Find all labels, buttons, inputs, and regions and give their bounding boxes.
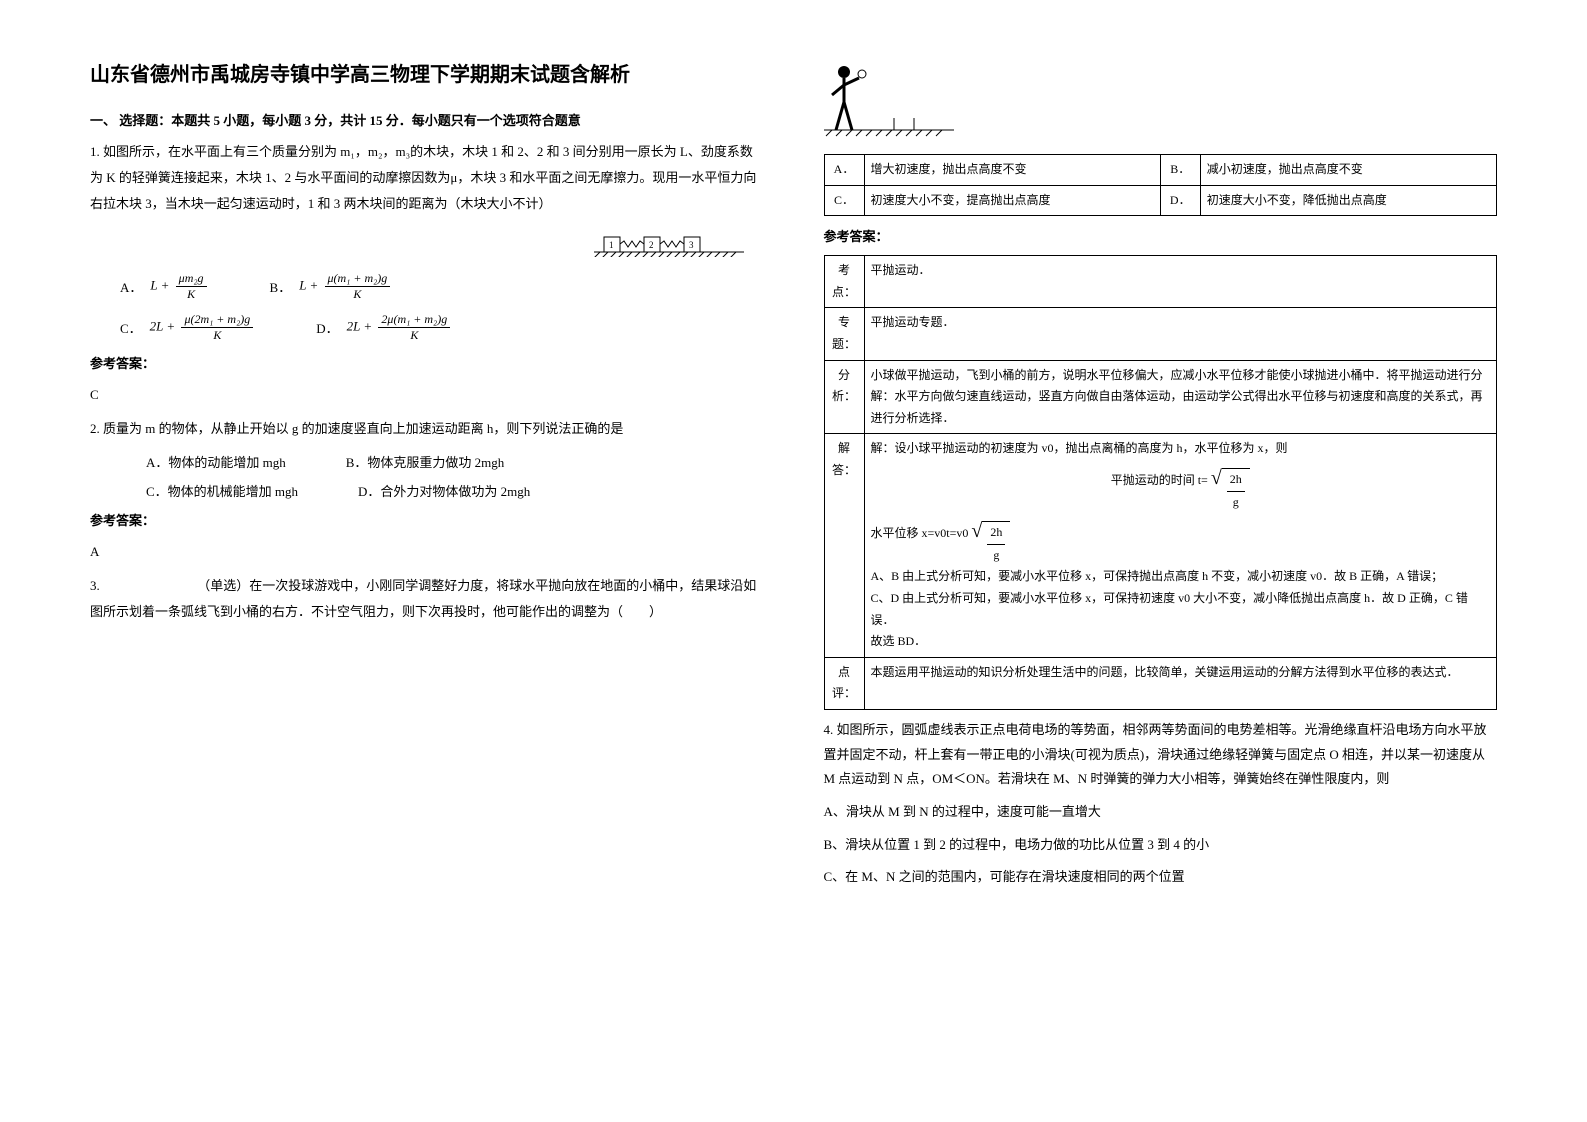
throw-figure-svg [824, 60, 954, 140]
box-diagram: 1 2 3 [90, 227, 744, 261]
opt-label: D． [316, 318, 338, 337]
q3-opt-b-label: B． [1160, 155, 1200, 186]
q1-answer: C [90, 382, 764, 408]
q3-opt-c-label: C． [824, 185, 864, 216]
answer-label-3: 参考答案： [824, 226, 1498, 245]
opt-label: C． [120, 318, 142, 337]
blocks-diagram-svg: 1 2 3 [594, 227, 744, 257]
answer-label-1: 参考答案： [90, 353, 764, 372]
q3-opt-a: 增大初速度，抛出点高度不变 [864, 155, 1160, 186]
q2-option-a: A．物体的动能增加 mgh [146, 452, 286, 471]
formula-x: 水平位移 x=v0t=v0 √2hg [871, 521, 1491, 566]
q3-opt-d-label: D． [1160, 185, 1200, 216]
cell-fenxi: 小球做平抛运动，飞到小桶的前方，说明水平位移偏大，应减小水平位移才能使小球抛进小… [864, 360, 1497, 434]
q4-option-b: B、滑块从位置 1 到 2 的过程中，电场力做的功比从位置 3 到 4 的小 [824, 833, 1498, 858]
formula-t: 平抛运动的时间 t= √2hg [871, 468, 1491, 513]
q2-option-d: D．合外力对物体做功为 2mgh [358, 481, 530, 500]
q1-option-d: D． 2L + 2μ(m₁ + m₂)gK [316, 312, 453, 343]
answer-label-2: 参考答案： [90, 510, 764, 529]
question-2: 2. 质量为 m 的物体，从静止开始以 g 的加速度竖直向上加速运动距离 h，则… [90, 416, 764, 442]
section-heading: 一、 选择题：本题共 5 小题，每小题 3 分，共计 15 分．每小题只有一个选… [90, 110, 764, 129]
cell-kaodian: 平抛运动． [864, 256, 1497, 308]
q4-option-c: C、在 M、N 之间的范围内，可能存在滑块速度相同的两个位置 [824, 865, 1498, 890]
cell-fenxi-label: 分析： [824, 360, 864, 434]
question-1: 1. 如图所示，在水平面上有三个质量分别为 m₁，m₂，m₃的木块，木块 1 和… [90, 139, 764, 217]
q3-opt-c: 初速度大小不变，提高抛出点高度 [864, 185, 1160, 216]
q1-options-row1: A． L + μm₂gK B． L + μ(m₁ + m₂)gK [120, 271, 764, 302]
svg-text:2: 2 [649, 240, 654, 250]
cell-jieda: 解：设小球平抛运动的初速度为 v0，抛出点离桶的高度为 h，水平位移为 x，则 … [864, 434, 1497, 657]
q2-option-c: C．物体的机械能增加 mgh [146, 481, 298, 500]
cell-zhuanti: 平抛运动专题． [864, 308, 1497, 360]
throw-figure [824, 60, 1498, 144]
page-title: 山东省德州市禹城房寺镇中学高三物理下学期期末试题含解析 [90, 60, 764, 90]
svg-text:3: 3 [689, 240, 694, 250]
question-4: 4. 如图所示，圆弧虚线表示正点电荷电场的等势面，相邻两等势面间的电势差相等。光… [824, 718, 1498, 792]
cell-zhuanti-label: 专题： [824, 308, 864, 360]
q3-analysis-table: 考点： 平抛运动． 专题： 平抛运动专题． 分析： 小球做平抛运动，飞到小桶的前… [824, 255, 1498, 710]
q2-option-b: B．物体克服重力做功 2mgh [346, 452, 505, 471]
q4-option-a: A、滑块从 M 到 N 的过程中，速度可能一直增大 [824, 800, 1498, 825]
question-3: 3. （单选）在一次投球游戏中，小刚同学调整好力度，将球水平抛向放在地面的小桶中… [90, 573, 764, 625]
q1-option-b: B． L + μ(m₁ + m₂)gK [270, 271, 394, 302]
q1-options-row2: C． 2L + μ(2m₁ + m₂)gK D． 2L + 2μ(m₁ + m₂… [120, 312, 764, 343]
opt-label: A． [120, 277, 142, 296]
q3-options-table: A． 增大初速度，抛出点高度不变 B． 减小初速度，抛出点高度不变 C． 初速度… [824, 154, 1498, 216]
cell-dianping: 本题运用平抛运动的知识分析处理生活中的问题，比较简单，关键运用运动的分解方法得到… [864, 657, 1497, 709]
opt-label: B． [270, 277, 292, 296]
q1-option-a: A． L + μm₂gK [120, 271, 210, 302]
cell-dianping-label: 点评： [824, 657, 864, 709]
svg-text:1: 1 [609, 240, 614, 250]
left-column: 山东省德州市禹城房寺镇中学高三物理下学期期末试题含解析 一、 选择题：本题共 5… [90, 60, 764, 1062]
q3-opt-d: 初速度大小不变，降低抛出点高度 [1200, 185, 1496, 216]
q3-opt-a-label: A． [824, 155, 864, 186]
q1-option-c: C． 2L + μ(2m₁ + m₂)gK [120, 312, 256, 343]
q3-opt-b: 减小初速度，抛出点高度不变 [1200, 155, 1496, 186]
q2-answer: A [90, 539, 764, 565]
cell-kaodian-label: 考点： [824, 256, 864, 308]
right-column: A． 增大初速度，抛出点高度不变 B． 减小初速度，抛出点高度不变 C． 初速度… [824, 60, 1498, 1062]
q2-options: A．物体的动能增加 mgh B．物体克服重力做功 2mgh C．物体的机械能增加… [90, 452, 764, 500]
cell-jieda-label: 解答： [824, 434, 864, 657]
